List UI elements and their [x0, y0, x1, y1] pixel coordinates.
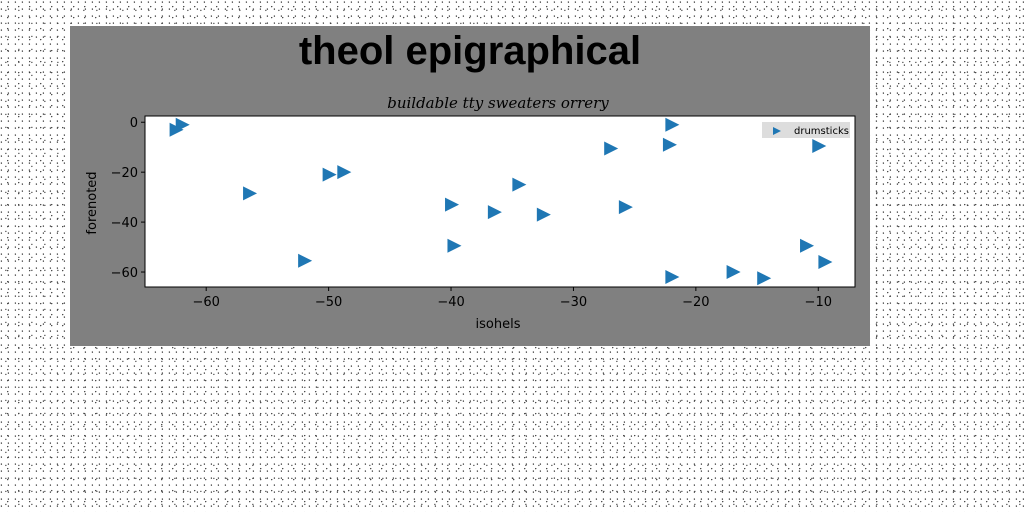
scatter-point	[757, 271, 772, 286]
scatter-point	[322, 167, 337, 182]
scatter-points	[169, 117, 833, 286]
y-tick-label: −20	[111, 166, 138, 181]
scatter-point	[243, 186, 258, 201]
scatter-point	[298, 253, 313, 268]
x-tick-label: −50	[315, 295, 342, 310]
legend: drumsticks	[762, 122, 850, 138]
chart-subtitle: buildable tty sweaters orrery	[387, 94, 609, 112]
scatter-point	[665, 117, 680, 132]
y-tick-label: −60	[111, 266, 138, 281]
x-tick-label: −60	[192, 295, 219, 310]
scatter-point	[662, 137, 677, 152]
x-axis-label: isohels	[476, 317, 521, 332]
scatter-point	[726, 265, 741, 280]
y-axis-label: forenoted	[85, 171, 100, 234]
x-tick-label: −10	[805, 295, 832, 310]
scatter-point	[665, 270, 680, 285]
scatter-point	[169, 122, 184, 137]
legend-entry-drumsticks: drumsticks	[794, 126, 849, 137]
scatter-point	[536, 207, 551, 222]
scatter-point	[604, 141, 619, 156]
x-axis-ticks: −60 −50 −40 −30 −20 −10	[192, 287, 832, 310]
scatter-point	[800, 238, 815, 253]
y-tick-label: 0	[130, 116, 138, 131]
x-tick-label: −30	[560, 295, 587, 310]
scatter-point	[447, 238, 462, 253]
x-tick-label: −40	[437, 295, 464, 310]
scatter-point	[818, 255, 833, 270]
chart-title: theol epigraphical	[299, 29, 641, 73]
plot-area	[144, 115, 856, 288]
scatter-point	[512, 177, 527, 192]
scatter-point	[487, 205, 502, 220]
scatter-point	[445, 197, 460, 212]
legend-marker-icon	[773, 127, 781, 135]
scatter-point	[618, 200, 633, 215]
legend-box	[762, 122, 850, 138]
y-tick-label: −40	[111, 216, 138, 231]
scatter-point	[812, 138, 827, 153]
scatter-point	[337, 165, 352, 180]
y-axis-ticks: 0 −20 −40 −60	[111, 116, 145, 281]
x-tick-label: −20	[682, 295, 709, 310]
